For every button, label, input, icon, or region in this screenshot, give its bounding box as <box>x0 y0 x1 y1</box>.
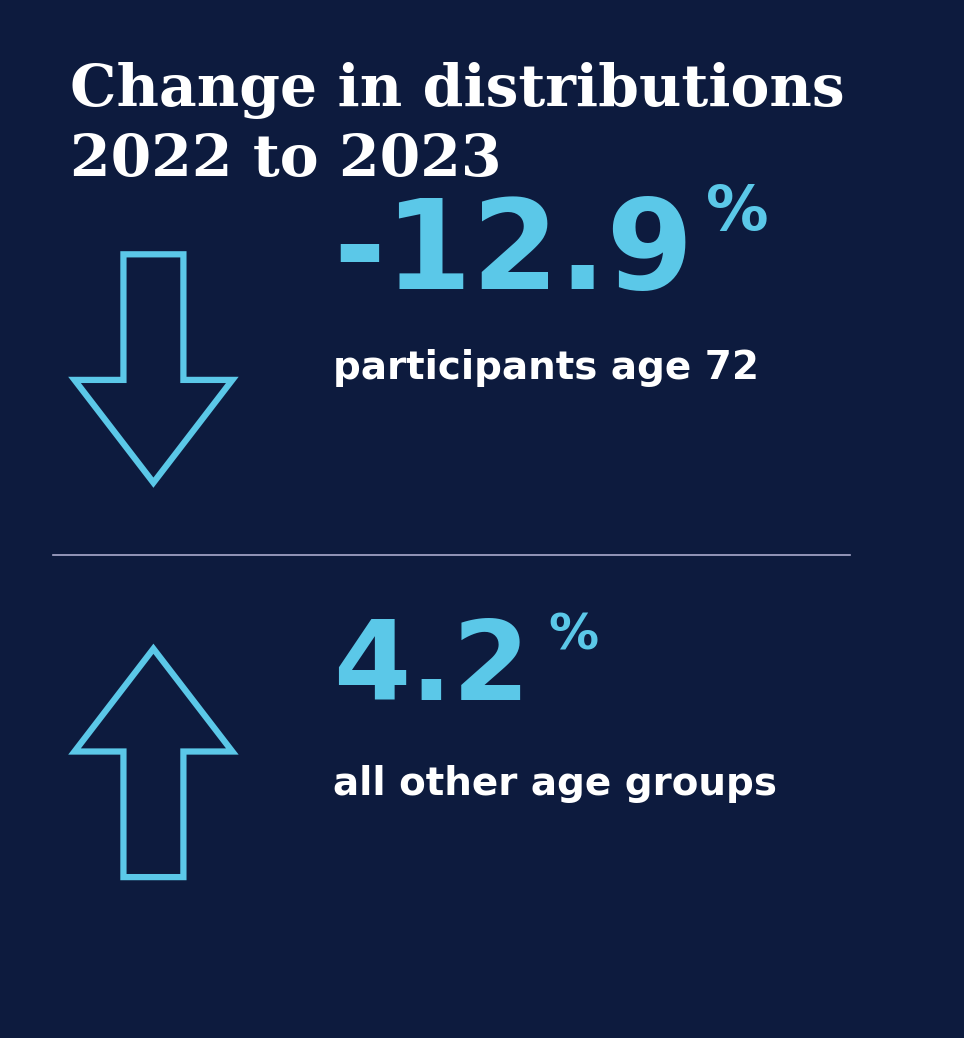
Text: 4.2: 4.2 <box>334 616 530 723</box>
Text: %: % <box>548 611 598 659</box>
Text: Change in distributions
2022 to 2023: Change in distributions 2022 to 2023 <box>70 62 844 189</box>
Text: all other age groups: all other age groups <box>334 765 777 802</box>
Text: %: % <box>706 183 768 243</box>
Text: -12.9: -12.9 <box>334 194 693 315</box>
Text: participants age 72: participants age 72 <box>334 350 759 387</box>
